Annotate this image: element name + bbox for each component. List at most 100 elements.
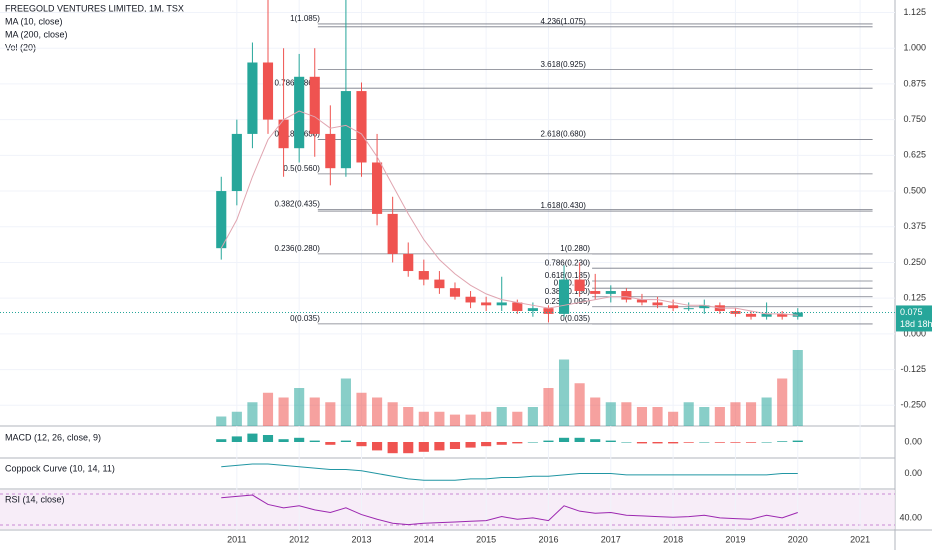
x-tick-label: 2013 bbox=[351, 534, 371, 544]
volume-bar bbox=[777, 378, 788, 426]
candle-body bbox=[652, 302, 663, 306]
fib-label: 0.618(0.185) bbox=[545, 271, 591, 280]
macd-bar bbox=[372, 442, 383, 451]
macd-bar bbox=[231, 436, 242, 442]
macd-bar bbox=[745, 442, 757, 443]
chart-title: FREEGOLD VENTURES LIMITED, 1M, TSX bbox=[5, 3, 184, 13]
candle-body bbox=[792, 312, 803, 317]
pane-label: Coppock Curve (10, 14, 11) bbox=[5, 463, 115, 473]
volume-bar bbox=[652, 407, 663, 426]
macd-bar bbox=[699, 442, 710, 443]
candle-body bbox=[418, 271, 429, 280]
volume-bar bbox=[387, 402, 398, 426]
fib-label: 0(0.035) bbox=[290, 314, 320, 323]
y-tick-label: 0.500 bbox=[903, 185, 926, 195]
macd-bar bbox=[247, 433, 258, 442]
macd-bar bbox=[652, 442, 663, 444]
pane-label: MACD (12, 26, close, 9) bbox=[5, 432, 101, 442]
fib-label: 0.786(0.230) bbox=[545, 258, 591, 267]
candle-body bbox=[309, 76, 320, 134]
macd-bar bbox=[278, 439, 289, 442]
macd-bar bbox=[543, 440, 554, 442]
rsi-band bbox=[0, 490, 895, 529]
volume-bar bbox=[636, 407, 648, 426]
candle-body bbox=[636, 299, 648, 303]
indicator-label: Vol (20) bbox=[5, 42, 36, 52]
volume-bar bbox=[418, 411, 429, 426]
macd-bar bbox=[325, 442, 336, 445]
indicator-label: MA (200, close) bbox=[5, 29, 68, 39]
candle-body bbox=[527, 308, 538, 312]
y-tick-label: 0.125 bbox=[903, 293, 926, 303]
macd-bar bbox=[262, 435, 274, 442]
x-tick-label: 2019 bbox=[725, 534, 745, 544]
volume-bar bbox=[699, 407, 710, 426]
macd-bar bbox=[558, 437, 570, 442]
fib-label: 1(1.085) bbox=[290, 14, 320, 23]
fib-label: 1(0.280) bbox=[560, 244, 590, 253]
macd-bar bbox=[621, 442, 632, 443]
volume-bar bbox=[558, 359, 570, 426]
fib-label: 0.382(0.435) bbox=[274, 200, 320, 209]
volume-bar bbox=[325, 402, 336, 426]
candle-body bbox=[434, 279, 445, 289]
candle-body bbox=[231, 133, 242, 192]
y-tick-label: -0.125 bbox=[900, 364, 926, 374]
volume-bar bbox=[465, 414, 476, 426]
fib-label: 0(0.035) bbox=[560, 314, 590, 323]
candle-body bbox=[777, 313, 788, 317]
volume-bar bbox=[294, 388, 305, 426]
macd-bar bbox=[465, 442, 476, 448]
candle-body bbox=[262, 62, 274, 120]
x-tick-label: 2016 bbox=[538, 534, 558, 544]
volume-bar bbox=[340, 378, 351, 426]
candle-body bbox=[372, 162, 383, 214]
y-tick-label: 0.250 bbox=[903, 257, 926, 267]
volume-bar bbox=[745, 402, 757, 426]
volume-bar bbox=[262, 392, 274, 426]
y-tick-label: 0.000 bbox=[903, 328, 926, 338]
candle-body bbox=[340, 91, 351, 169]
candle-body bbox=[403, 253, 414, 272]
candle-body bbox=[621, 291, 632, 300]
volume-bar bbox=[527, 407, 538, 426]
macd-bar bbox=[403, 442, 414, 454]
candle-body bbox=[605, 291, 616, 294]
macd-bar bbox=[668, 442, 679, 444]
candle-body bbox=[449, 288, 461, 297]
candle-body bbox=[543, 308, 554, 314]
y-tick-label: 1.000 bbox=[903, 43, 926, 53]
ma-line bbox=[220, 110, 798, 316]
volume-bar bbox=[590, 397, 601, 426]
macd-bar bbox=[527, 442, 538, 443]
x-tick-label: 2015 bbox=[476, 534, 496, 544]
fib-label: 0.236(0.280) bbox=[274, 244, 320, 253]
volume-bar bbox=[574, 383, 585, 426]
macd-bar bbox=[449, 442, 461, 449]
volume-bar bbox=[683, 402, 694, 426]
macd-bar bbox=[309, 440, 320, 442]
candle-body bbox=[668, 305, 679, 309]
volume-bar bbox=[356, 392, 367, 426]
macd-bar bbox=[761, 442, 772, 443]
volume-bar bbox=[730, 402, 741, 426]
y-tick-label: 0.00 bbox=[904, 436, 922, 446]
candle-body bbox=[294, 76, 305, 149]
macd-bar bbox=[714, 442, 725, 443]
y-tick-label: 0.875 bbox=[903, 78, 926, 88]
volume-bar bbox=[403, 407, 414, 426]
volume-bar bbox=[434, 411, 445, 426]
candle-body bbox=[683, 308, 694, 310]
candle-body bbox=[574, 279, 585, 292]
volume-bar bbox=[278, 397, 289, 426]
candle-body bbox=[247, 62, 258, 134]
volume-bar bbox=[543, 388, 554, 426]
volume-bar bbox=[605, 402, 616, 426]
candle-body bbox=[590, 291, 601, 294]
last-price-box bbox=[896, 305, 932, 332]
macd-bar bbox=[496, 442, 507, 445]
fib-label: 0.5(0.160) bbox=[554, 278, 591, 287]
indicator-label: MA (10, close) bbox=[5, 16, 63, 26]
x-tick-label: 2017 bbox=[601, 534, 621, 544]
